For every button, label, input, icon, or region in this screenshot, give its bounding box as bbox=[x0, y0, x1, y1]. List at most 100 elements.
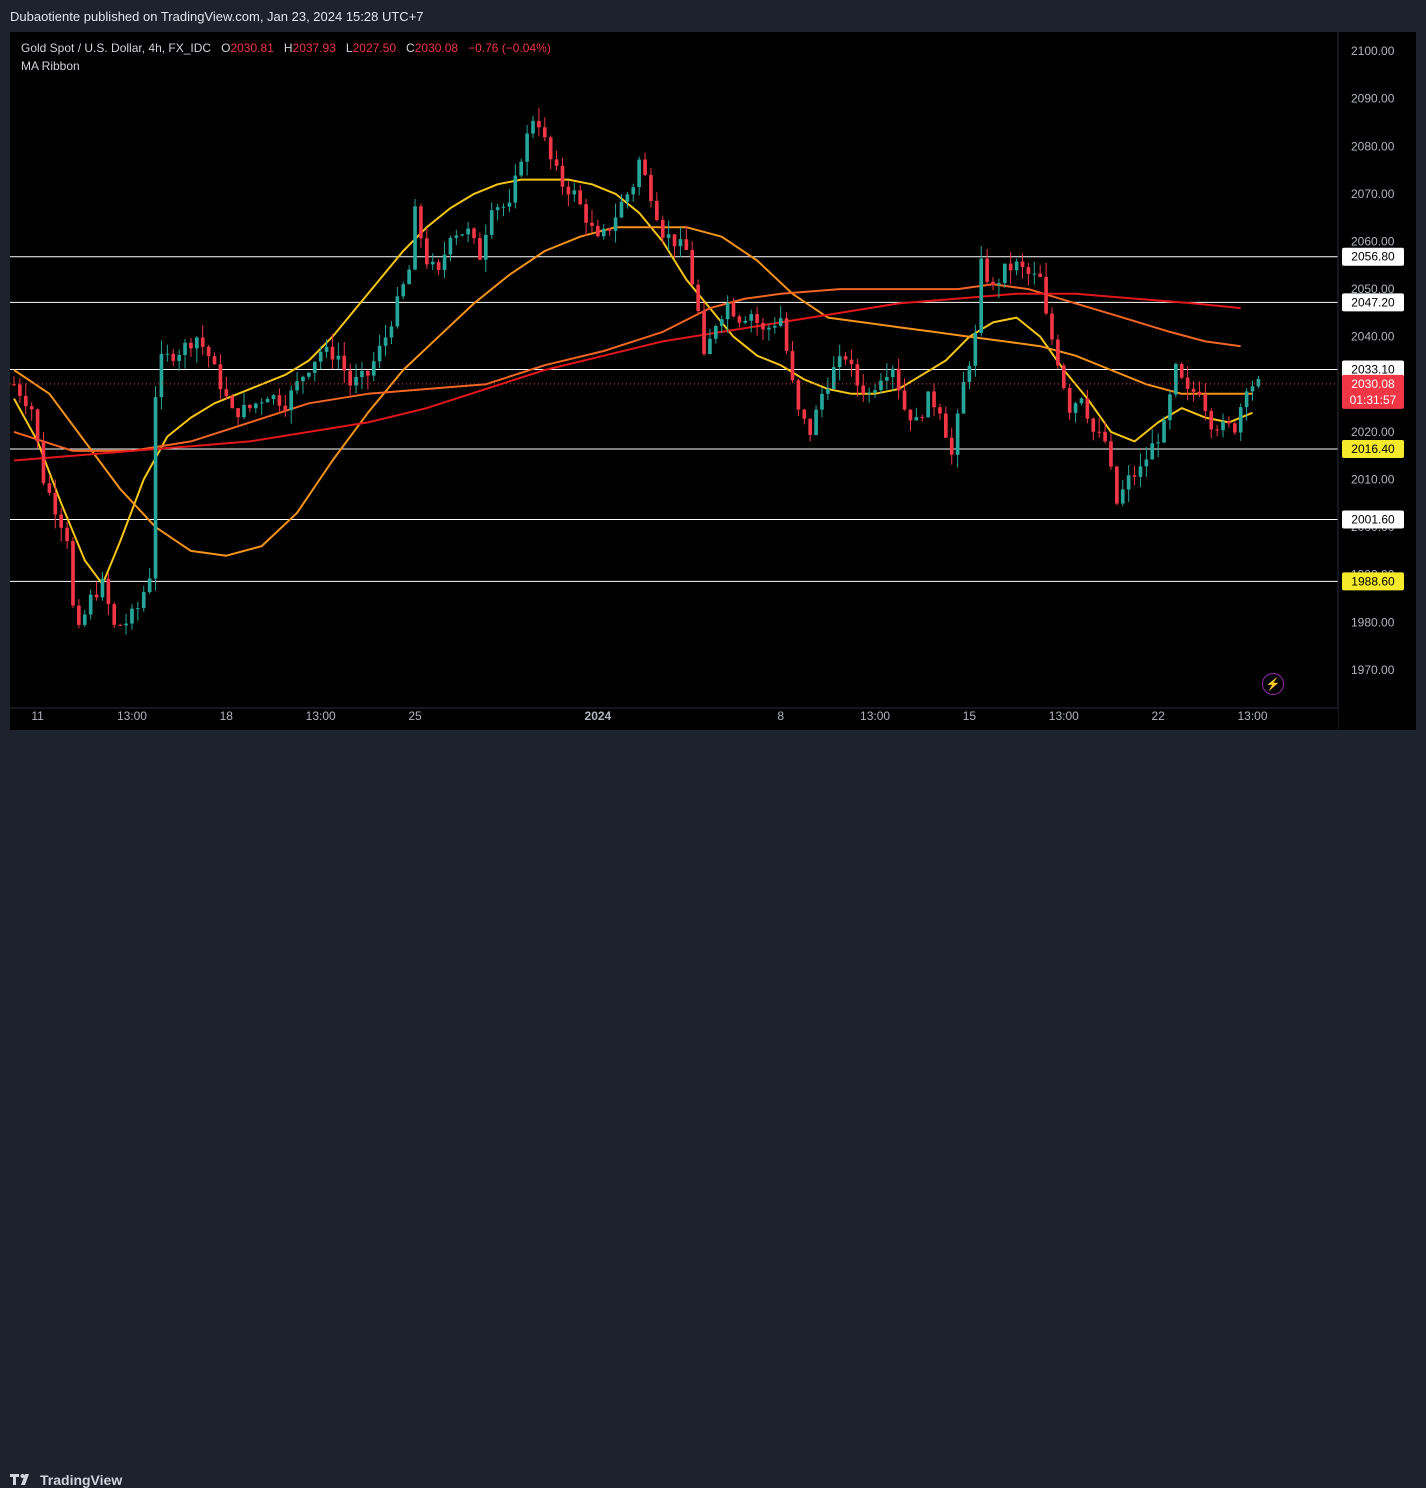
candle-body bbox=[1014, 261, 1019, 271]
candle-body bbox=[637, 159, 641, 188]
candle-body bbox=[1126, 475, 1131, 490]
candle-body bbox=[979, 258, 984, 333]
candle-body bbox=[790, 351, 795, 381]
candle-body bbox=[177, 355, 181, 361]
candle-body bbox=[1073, 403, 1078, 413]
candle-body bbox=[761, 322, 765, 330]
x-tick-label: 13:00 bbox=[860, 709, 890, 723]
open-value: 2030.81 bbox=[230, 41, 274, 55]
candle-body bbox=[466, 228, 470, 235]
candle-body bbox=[1138, 466, 1143, 477]
x-tick-label: 8 bbox=[777, 709, 784, 723]
tradingview-logo[interactable]: TradingView bbox=[10, 1472, 122, 1488]
candle-body bbox=[879, 380, 883, 391]
level-badge bbox=[1342, 572, 1404, 591]
candle-body bbox=[778, 318, 783, 326]
candle-body bbox=[289, 390, 294, 411]
level-badge bbox=[1342, 440, 1404, 459]
x-tick-label: 15 bbox=[963, 709, 977, 723]
candle-body bbox=[1203, 394, 1208, 411]
candle-body bbox=[259, 402, 264, 404]
candle-body bbox=[336, 355, 341, 360]
candle-body bbox=[1150, 443, 1155, 460]
candle-body bbox=[949, 437, 954, 455]
candle-body bbox=[1256, 378, 1261, 387]
candle-body bbox=[501, 206, 506, 208]
ma-line bbox=[13, 292, 1241, 462]
candle-body bbox=[655, 200, 659, 220]
candle-body bbox=[596, 225, 600, 237]
candle-body bbox=[1109, 441, 1113, 467]
candle-body bbox=[890, 368, 895, 378]
candle-body bbox=[961, 381, 966, 414]
chart-area[interactable] bbox=[10, 32, 1416, 730]
candle-body bbox=[395, 296, 400, 327]
indicator-name[interactable]: MA Ribbon bbox=[21, 59, 80, 73]
candle-body bbox=[542, 127, 547, 138]
candle-body bbox=[460, 234, 465, 236]
candle-body bbox=[1209, 410, 1214, 430]
lightning-icon[interactable]: ⚡ bbox=[1262, 673, 1284, 695]
candle-body bbox=[672, 234, 677, 247]
candle-body bbox=[755, 314, 759, 323]
candle-body bbox=[218, 364, 223, 390]
candle-body bbox=[914, 417, 919, 421]
candle-body bbox=[601, 228, 606, 237]
candle-body bbox=[194, 337, 199, 349]
level-badge bbox=[1342, 360, 1404, 379]
candle-body bbox=[885, 377, 889, 381]
y-tick-label: 2060.00 bbox=[1351, 234, 1395, 248]
level-badge-label: 2001.60 bbox=[1351, 512, 1395, 526]
candle-body bbox=[23, 395, 28, 407]
candle-body bbox=[1132, 475, 1137, 477]
candle-body bbox=[153, 397, 158, 579]
candle-body bbox=[1227, 421, 1231, 424]
candle-body bbox=[425, 238, 429, 265]
candle-body bbox=[224, 389, 229, 397]
symbol-title[interactable]: Gold Spot / U.S. Dollar, 4h, FX_IDC bbox=[21, 41, 212, 55]
candle-body bbox=[702, 311, 706, 355]
chart-legend: Gold Spot / U.S. Dollar, 4h, FX_IDC O203… bbox=[21, 39, 551, 75]
candle-body bbox=[643, 159, 647, 175]
candle-body bbox=[1221, 421, 1225, 431]
candle-body bbox=[708, 338, 712, 355]
candle-body bbox=[1044, 276, 1048, 314]
level-badge bbox=[1342, 510, 1404, 529]
x-tick-label: 13:00 bbox=[1049, 709, 1079, 723]
candle-body bbox=[660, 219, 665, 238]
price-axis: 1970.001980.001990.002000.002010.002020.… bbox=[1337, 32, 1416, 730]
candle-body bbox=[41, 441, 46, 484]
x-tick-label: 13:00 bbox=[1237, 709, 1267, 723]
candle-body bbox=[513, 175, 518, 203]
candle-body bbox=[548, 137, 553, 160]
candle-body bbox=[183, 342, 187, 356]
candle-body bbox=[566, 186, 571, 195]
candle-body bbox=[318, 351, 323, 362]
candle-body bbox=[53, 492, 58, 515]
y-tick-label: 2020.00 bbox=[1351, 425, 1395, 439]
candle-body bbox=[855, 364, 860, 386]
high-value: 2037.93 bbox=[292, 41, 336, 55]
price-chart[interactable]: 1970.001980.001990.002000.002010.002020.… bbox=[10, 32, 1416, 730]
candle-body bbox=[159, 353, 164, 398]
candle-body bbox=[1179, 364, 1184, 378]
time-axis-bg bbox=[10, 708, 1338, 730]
candle-body bbox=[1050, 313, 1054, 340]
candle-body bbox=[1185, 377, 1190, 389]
x-tick-label: 18 bbox=[220, 709, 234, 723]
candle-body bbox=[171, 353, 176, 361]
candle-body bbox=[283, 405, 288, 411]
x-tick-label: 13:00 bbox=[117, 709, 147, 723]
candle-body bbox=[495, 207, 500, 211]
candle-body bbox=[442, 254, 447, 271]
candle-body bbox=[295, 381, 299, 391]
y-tick-label: 2040.00 bbox=[1351, 330, 1395, 344]
x-tick-label: 22 bbox=[1151, 709, 1165, 723]
candle-body bbox=[973, 332, 978, 366]
candle-body bbox=[478, 238, 482, 260]
candle-body bbox=[65, 527, 69, 542]
tv-logo-icon bbox=[10, 1474, 29, 1485]
candle-body bbox=[932, 391, 936, 408]
level-badge bbox=[1342, 293, 1404, 312]
y-tick-label: 2080.00 bbox=[1351, 139, 1395, 153]
